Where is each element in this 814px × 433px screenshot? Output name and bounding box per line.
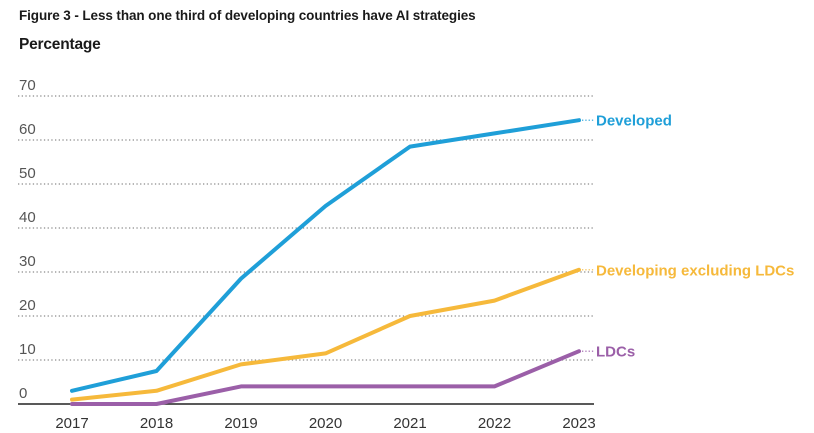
y-tick-label: 20: [19, 297, 36, 314]
label-connectors: [582, 119, 595, 352]
x-tick-label: 2020: [309, 415, 342, 432]
y-tick-label: 10: [19, 341, 36, 358]
x-tick-label: 2018: [140, 415, 173, 432]
series-label-developed: Developed: [596, 113, 672, 130]
series-lines: [70, 118, 581, 406]
series-label-ldcs: LDCs: [596, 344, 635, 361]
y-tick-label: 50: [19, 165, 36, 182]
grid-lines: [18, 95, 594, 361]
series-line-developing-excluding-ldcs: [70, 267, 581, 402]
series-line-ldcs: [70, 349, 581, 406]
x-tick-labels: 2017 2018 2019 2020 2021 2022 2023: [55, 415, 595, 432]
x-tick-label: 2017: [55, 415, 88, 432]
x-tick-label: 2021: [393, 415, 426, 432]
y-tick-label: 60: [19, 121, 36, 138]
series-labels: Developed Developing excluding LDCs LDCs: [596, 113, 794, 361]
series-label-developing-excluding-ldcs: Developing excluding LDCs: [596, 262, 794, 279]
x-tick-label: 2023: [562, 415, 595, 432]
y-tick-label: 30: [19, 253, 36, 270]
x-tick-label: 2019: [224, 415, 257, 432]
y-axis-label: Percentage: [19, 36, 101, 53]
y-tick-label: 40: [19, 209, 36, 226]
y-tick-label: 70: [19, 77, 36, 94]
y-tick-label: 0: [19, 385, 27, 402]
y-tick-labels: 0 10 20 30 40 50 60 70: [19, 77, 36, 402]
x-tick-label: 2022: [478, 415, 511, 432]
series-line-developed: [70, 118, 581, 393]
chart-title: Figure 3 - Less than one third of develo…: [19, 8, 476, 23]
